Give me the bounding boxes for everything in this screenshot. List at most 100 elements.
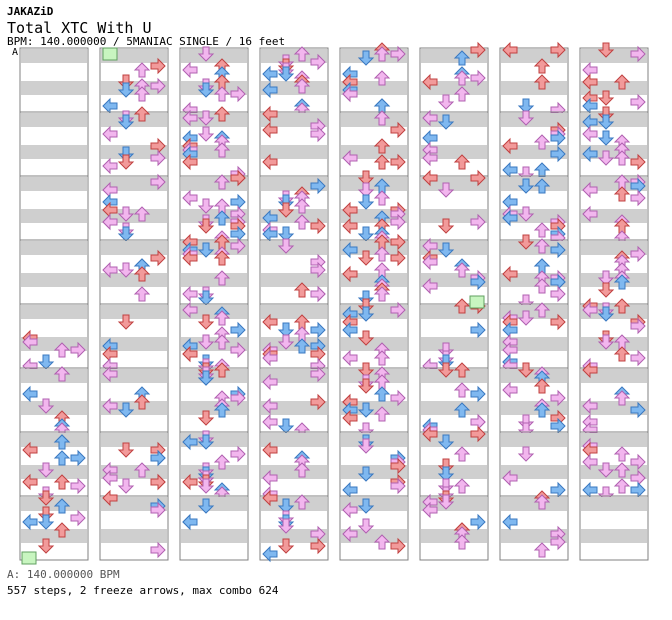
step-arrow-left: [422, 169, 438, 187]
step-arrow-up: [373, 286, 391, 302]
step-arrow-right: [390, 45, 406, 63]
step-arrow-right: [390, 477, 406, 495]
step-arrow-up: [373, 46, 391, 62]
step-arrow-up: [53, 342, 71, 358]
step-arrow-left: [262, 545, 278, 563]
step-arrow-up: [533, 222, 551, 238]
step-arrow-up: [53, 450, 71, 466]
step-arrow-up: [453, 298, 471, 314]
beat-band: [501, 113, 567, 127]
step-arrow-up: [213, 106, 231, 122]
step-arrow-up: [373, 70, 391, 86]
step-arrow-left: [182, 61, 198, 79]
beat-band: [181, 497, 247, 511]
beat-band: [21, 497, 87, 511]
step-arrow-right: [390, 213, 406, 231]
step-arrow-right: [150, 473, 166, 491]
step-arrow-up: [453, 50, 471, 66]
step-arrow-up: [133, 462, 151, 478]
step-arrow-left: [22, 385, 38, 403]
step-arrow-up: [533, 494, 551, 510]
step-arrow-up: [293, 494, 311, 510]
step-arrow-left: [22, 513, 38, 531]
step-arrow-up: [533, 302, 551, 318]
step-arrow-up: [133, 394, 151, 410]
step-arrow-left: [182, 249, 198, 267]
step-arrow-left: [422, 253, 438, 271]
step-arrow-right: [150, 541, 166, 559]
step-arrow-left: [582, 73, 598, 91]
beat-band: [581, 529, 647, 543]
step-arrow-down: [597, 270, 615, 286]
step-arrow-left: [342, 525, 358, 543]
step-arrow-up: [373, 154, 391, 170]
step-arrow-right: [630, 401, 646, 419]
step-arrow-right: [150, 77, 166, 95]
step-arrow-down: [357, 306, 375, 322]
step-arrow-right: [310, 537, 326, 555]
beat-band: [421, 337, 487, 351]
step-arrow-down: [597, 90, 615, 106]
step-arrow-right: [150, 149, 166, 167]
step-arrow-up: [213, 250, 231, 266]
step-arrow-down: [117, 206, 135, 222]
beat-band: [341, 113, 407, 127]
step-arrow-left: [182, 301, 198, 319]
step-arrow-down: [357, 226, 375, 242]
step-arrow-up: [453, 478, 471, 494]
step-arrow-down: [517, 178, 535, 194]
chart-column: [499, 41, 569, 561]
step-arrow-up: [453, 86, 471, 102]
step-arrow-right: [310, 217, 326, 235]
beat-band: [261, 273, 327, 287]
step-arrow-down: [437, 466, 455, 482]
step-arrow-down: [597, 334, 615, 350]
step-arrow-left: [582, 125, 598, 143]
step-arrow-down: [277, 418, 295, 434]
step-arrow-right: [470, 513, 486, 531]
step-arrow-down: [117, 478, 135, 494]
step-arrow-right: [390, 233, 406, 251]
beat-band: [21, 305, 87, 319]
step-arrow-left: [502, 209, 518, 227]
step-arrow-left: [502, 513, 518, 531]
step-arrow-down: [437, 94, 455, 110]
chart-column: [579, 42, 649, 561]
step-arrow-down: [357, 330, 375, 346]
step-arrow-left: [102, 125, 118, 143]
step-arrow-up: [453, 154, 471, 170]
beat-band: [21, 369, 87, 383]
beat-band: [341, 433, 407, 447]
step-arrow-up: [533, 134, 551, 150]
step-arrow-down: [197, 314, 215, 330]
step-arrow-right: [310, 321, 326, 339]
step-arrow-left: [182, 285, 198, 303]
step-arrow-up: [373, 190, 391, 206]
step-arrow-right: [550, 41, 566, 59]
step-arrow-down: [437, 494, 455, 510]
bpm-info: BPM: 140.000000 / 5MANIAC SINGLE / 16 fe…: [7, 35, 286, 48]
beat-band: [101, 305, 167, 319]
step-arrow-left: [262, 121, 278, 139]
step-arrow-down: [197, 410, 215, 426]
step-arrow-down: [197, 434, 215, 450]
step-arrow-left: [422, 425, 438, 443]
step-arrow-left: [102, 261, 118, 279]
step-arrow-down: [117, 402, 135, 418]
step-arrow-down: [357, 362, 375, 378]
song-artist: JAKAZiD: [7, 5, 54, 18]
step-arrow-left: [502, 137, 518, 155]
step-arrow-down: [197, 82, 215, 98]
chart-column: [19, 47, 89, 561]
step-arrow-down: [277, 322, 295, 338]
step-arrow-down: [197, 198, 215, 214]
step-arrow-down: [597, 282, 615, 298]
beat-band: [421, 369, 487, 383]
chart-stats: 557 steps, 2 freeze arrows, max combo 62…: [7, 584, 279, 597]
step-arrow-left: [262, 105, 278, 123]
step-arrow-up: [453, 70, 471, 86]
step-arrow-left: [582, 145, 598, 163]
step-arrow-down: [117, 262, 135, 278]
step-arrow-left: [582, 205, 598, 223]
step-arrow-right: [390, 389, 406, 407]
